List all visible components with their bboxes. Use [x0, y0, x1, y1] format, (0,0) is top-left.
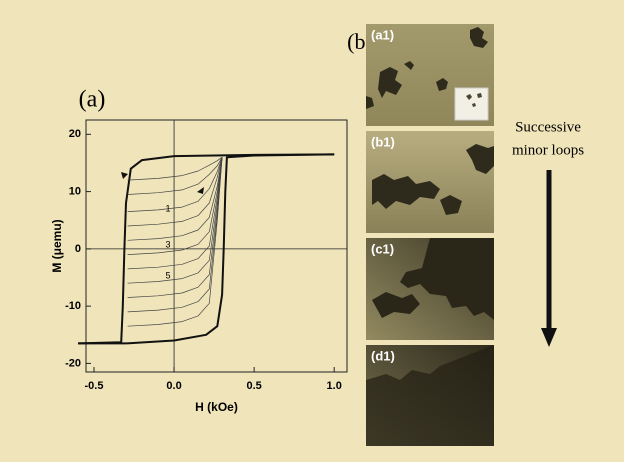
loop-curve	[77, 153, 335, 345]
arrow-head	[541, 328, 557, 347]
caption: Successive	[515, 119, 581, 135]
arrowhead	[121, 172, 128, 179]
loop-curve	[127, 157, 223, 255]
annotation: 1	[165, 203, 170, 213]
frame-label: (c1)	[371, 241, 394, 256]
image-frame: (a1)	[366, 24, 494, 126]
frame-label: (b1)	[371, 134, 395, 149]
image-frame: (c1)	[366, 238, 494, 340]
arrowhead	[197, 187, 204, 194]
y-tick-label: -10	[65, 300, 81, 312]
caption: minor loops	[512, 142, 584, 158]
loop-curve	[127, 157, 223, 284]
x-tick-label: 0.5	[246, 380, 261, 392]
loop-curve	[127, 157, 223, 313]
frame-label: (d1)	[371, 348, 395, 363]
loop-curve	[127, 157, 223, 270]
y-tick-label: -20	[65, 357, 81, 369]
plot: -0.5 0.0 0.5 1.0 20 10 0 -10 -20 H (kOe) M (μemu)	[50, 119, 348, 414]
plot-frame	[85, 119, 348, 373]
x-tick-label: -0.5	[85, 380, 104, 392]
loop-curve	[127, 157, 223, 298]
y-tick-label: 20	[69, 128, 81, 140]
y-tick-label: 0	[75, 243, 81, 255]
loop-curve	[127, 157, 223, 227]
loop-curve	[127, 157, 223, 212]
annotation: 5	[165, 270, 170, 280]
y-axis-label: M (μemu)	[50, 219, 64, 272]
loop-curve	[127, 157, 223, 327]
image-frame: (b1)	[366, 131, 494, 233]
loop-curve	[78, 153, 335, 345]
x-tick-label: 1.0	[327, 380, 342, 392]
loop-curve	[127, 157, 223, 195]
loop-curve	[127, 157, 223, 241]
y-tick-label: 10	[69, 185, 81, 197]
panel-label: (a)	[79, 87, 106, 113]
image-frame: (d1)	[366, 345, 494, 446]
frame-label: (a1)	[371, 27, 394, 42]
loop-curve	[127, 156, 223, 181]
x-tick-label: 0.0	[166, 380, 181, 392]
x-axis-label: H (kOe)	[195, 400, 238, 414]
annotation: 3	[165, 239, 170, 249]
